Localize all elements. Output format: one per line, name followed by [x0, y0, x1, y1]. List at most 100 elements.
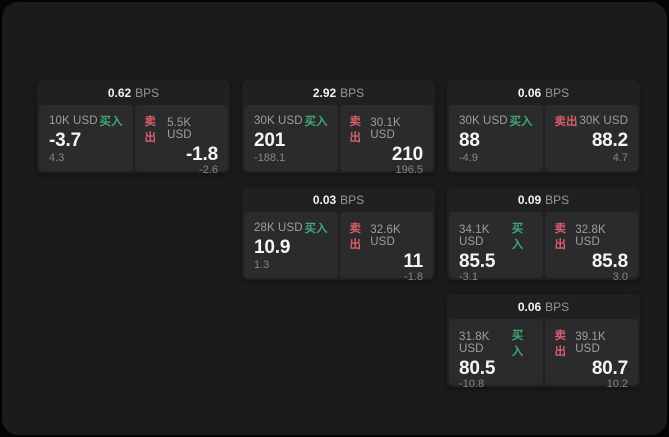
buy-delta: -10.8	[459, 378, 485, 390]
buy-delta: 1.3	[254, 259, 270, 271]
bps-unit-label: BPS	[135, 85, 160, 100]
buy-side-label: 买入	[509, 116, 533, 128]
quote-card: 0.06 BPS 31.8K USD 买入 80.5 -10.8 卖出 39.1…	[447, 294, 640, 390]
sell-amount: 32.8K USD	[575, 224, 606, 248]
buy-panel-top: 10K USD 买入	[49, 113, 123, 129]
sell-delta: 196.5	[395, 164, 423, 176]
quote-grid: 0.62 BPS 10K USD 买入 -3.7 4.3 卖出 5.5K USD…	[37, 80, 640, 390]
sell-panel-top: 卖出 30.1K USD	[350, 113, 424, 145]
buy-amount: 34.1K USD	[459, 224, 490, 248]
bps-unit-label: BPS	[340, 85, 365, 100]
sell-price: 80.7	[591, 358, 628, 379]
sell-amount: 39.1K USD	[575, 331, 606, 355]
sell-side-label: 卖出	[554, 330, 567, 358]
sell-amount: 5.5K USD	[167, 117, 192, 141]
quote-panels: 28K USD 买入 10.9 1.3 卖出 32.6K USD 11 -1.8	[244, 212, 433, 283]
bps-value: 0.06	[517, 299, 542, 314]
bps-unit-label: BPS	[545, 85, 570, 100]
buy-panel[interactable]: 28K USD 买入 10.9 1.3	[244, 212, 338, 278]
sell-panel[interactable]: 卖出 32.8K USD 85.8 3.0	[544, 212, 638, 283]
buy-price: 80.5	[459, 358, 496, 379]
buy-delta: -4.9	[459, 152, 478, 164]
sell-amount: 30.1K USD	[370, 117, 401, 141]
quote-card: 0.03 BPS 28K USD 买入 10.9 1.3 卖出 32.6K US…	[242, 187, 435, 283]
sell-delta: 3.0	[612, 271, 628, 283]
sell-price: 11	[403, 251, 423, 272]
sell-panel-top: 卖出 32.6K USD	[350, 220, 424, 252]
buy-side-label: 买入	[511, 330, 524, 358]
bps-value: 0.03	[312, 192, 337, 207]
sell-side-label: 卖出	[349, 116, 362, 144]
sell-price: 88.2	[591, 130, 628, 151]
sell-delta: 10.2	[606, 378, 628, 390]
sell-panel-top: 卖出 32.8K USD	[555, 220, 629, 252]
quote-card: 2.92 BPS 30K USD 买入 201 -188.1 卖出 30.1K …	[242, 80, 435, 176]
sell-side-label: 卖出	[349, 223, 362, 251]
buy-panel-top: 30K USD 买入	[459, 113, 533, 129]
sell-price: 85.8	[591, 251, 628, 272]
buy-amount: 28K USD	[254, 222, 303, 234]
sell-side-label: 卖出	[554, 223, 567, 251]
buy-amount: 30K USD	[254, 115, 303, 127]
quote-card: 0.62 BPS 10K USD 买入 -3.7 4.3 卖出 5.5K USD…	[37, 80, 230, 176]
sell-delta: 4.7	[612, 152, 628, 164]
sell-panel[interactable]: 卖出 30.1K USD 210 196.5	[339, 105, 433, 176]
quote-panels: 34.1K USD 买入 85.5 -3.1 卖出 32.8K USD 85.8…	[449, 212, 638, 283]
buy-delta: -188.1	[254, 152, 286, 164]
buy-panel[interactable]: 30K USD 买入 201 -188.1	[244, 105, 338, 171]
sell-panel[interactable]: 卖出 39.1K USD 80.7 10.2	[544, 319, 638, 390]
buy-panel[interactable]: 10K USD 买入 -3.7 4.3	[39, 105, 133, 171]
buy-panel[interactable]: 30K USD 买入 88 -4.9	[449, 105, 543, 171]
sell-amount: 30K USD	[579, 115, 628, 127]
buy-price: 10.9	[254, 237, 291, 258]
sell-side-label: 卖出	[144, 116, 157, 144]
buy-price: 88	[459, 130, 480, 151]
bps-value: 2.92	[312, 85, 337, 100]
buy-panel[interactable]: 34.1K USD 买入 85.5 -3.1	[449, 212, 543, 283]
sell-delta: -1.8	[404, 271, 423, 283]
buy-side-label: 买入	[99, 116, 123, 128]
buy-panel[interactable]: 31.8K USD 买入 80.5 -10.8	[449, 319, 543, 390]
buy-panel-top: 31.8K USD 买入	[459, 327, 533, 359]
buy-price: 201	[254, 130, 286, 151]
bps-value: 0.09	[517, 192, 542, 207]
bps-unit-label: BPS	[545, 192, 570, 207]
sell-price: 210	[391, 144, 423, 165]
sell-price: -1.8	[186, 144, 218, 165]
sell-panel-top: 卖出 5.5K USD	[145, 113, 219, 145]
card-header: 0.06 BPS	[449, 80, 638, 105]
bps-value: 0.06	[517, 85, 542, 100]
quote-panels: 30K USD 买入 201 -188.1 卖出 30.1K USD 210 1…	[244, 105, 433, 176]
sell-panel-top: 卖出 30K USD	[555, 113, 629, 129]
card-header: 0.09 BPS	[449, 187, 638, 212]
quote-panels: 10K USD 买入 -3.7 4.3 卖出 5.5K USD -1.8 -2.…	[39, 105, 228, 176]
sell-panel[interactable]: 卖出 30K USD 88.2 4.7	[544, 105, 638, 171]
quote-card: 0.09 BPS 34.1K USD 买入 85.5 -3.1 卖出 32.8K…	[447, 187, 640, 283]
buy-price: 85.5	[459, 251, 496, 272]
buy-side-label: 买入	[511, 223, 524, 251]
buy-side-label: 买入	[304, 116, 328, 128]
sell-amount: 32.6K USD	[370, 224, 401, 248]
sell-panel[interactable]: 卖出 32.6K USD 11 -1.8	[339, 212, 433, 283]
card-header: 0.03 BPS	[244, 187, 433, 212]
bps-value: 0.62	[107, 85, 132, 100]
buy-amount: 30K USD	[459, 115, 508, 127]
quote-panels: 31.8K USD 买入 80.5 -10.8 卖出 39.1K USD 80.…	[449, 319, 638, 390]
buy-panel-top: 34.1K USD 买入	[459, 220, 533, 252]
quote-card: 0.06 BPS 30K USD 买入 88 -4.9 卖出 30K USD 8…	[447, 80, 640, 173]
bps-unit-label: BPS	[545, 299, 570, 314]
sell-panel[interactable]: 卖出 5.5K USD -1.8 -2.6	[134, 105, 228, 176]
bps-unit-label: BPS	[340, 192, 365, 207]
buy-side-label: 买入	[304, 223, 328, 235]
buy-delta: -3.1	[459, 271, 478, 283]
sell-panel-top: 卖出 39.1K USD	[555, 327, 629, 359]
buy-amount: 31.8K USD	[459, 331, 490, 355]
card-header: 0.06 BPS	[449, 294, 638, 319]
card-header: 2.92 BPS	[244, 80, 433, 105]
sell-side-label: 卖出	[554, 116, 578, 128]
sell-delta: -2.6	[199, 164, 218, 176]
buy-panel-top: 28K USD 买入	[254, 220, 328, 236]
buy-price: -3.7	[49, 130, 81, 151]
card-header: 0.62 BPS	[39, 80, 228, 105]
